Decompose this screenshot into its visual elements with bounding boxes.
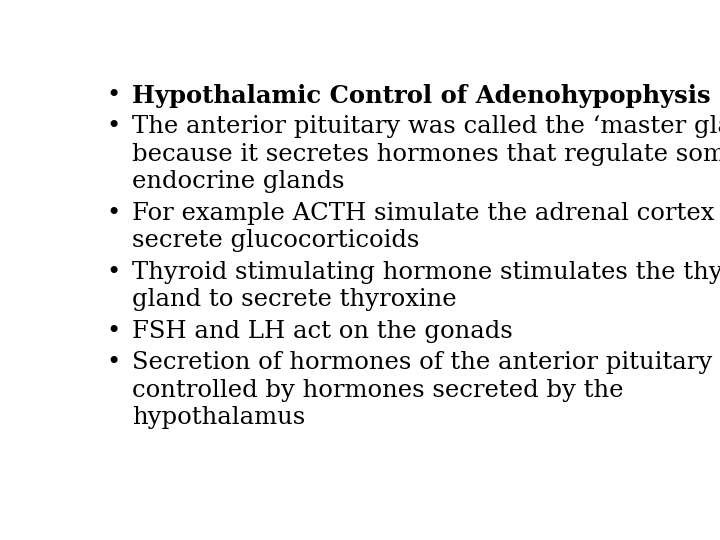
Text: hypothalamus: hypothalamus xyxy=(132,406,305,429)
Text: Thyroid stimulating hormone stimulates the thyroid: Thyroid stimulating hormone stimulates t… xyxy=(132,261,720,284)
Text: •: • xyxy=(107,320,121,343)
Text: •: • xyxy=(107,261,121,284)
Text: controlled by hormones secreted by the: controlled by hormones secreted by the xyxy=(132,379,624,402)
Text: gland to secrete thyroxine: gland to secrete thyroxine xyxy=(132,288,456,311)
Text: •: • xyxy=(107,84,121,106)
Text: FSH and LH act on the gonads: FSH and LH act on the gonads xyxy=(132,320,513,343)
Text: endocrine glands: endocrine glands xyxy=(132,170,344,193)
Text: The anterior pituitary was called the ‘master gland’: The anterior pituitary was called the ‘m… xyxy=(132,115,720,138)
Text: For example ACTH simulate the adrenal cortex to: For example ACTH simulate the adrenal co… xyxy=(132,201,720,225)
Text: •: • xyxy=(107,115,121,138)
Text: •: • xyxy=(107,201,121,225)
Text: Hypothalamic Control of Adenohypophysis: Hypothalamic Control of Adenohypophysis xyxy=(132,84,711,107)
Text: Secretion of hormones of the anterior pituitary is: Secretion of hormones of the anterior pi… xyxy=(132,352,720,374)
Text: •: • xyxy=(107,352,121,374)
Text: secrete glucocorticoids: secrete glucocorticoids xyxy=(132,229,419,252)
Text: because it secretes hormones that regulate some: because it secretes hormones that regula… xyxy=(132,143,720,166)
